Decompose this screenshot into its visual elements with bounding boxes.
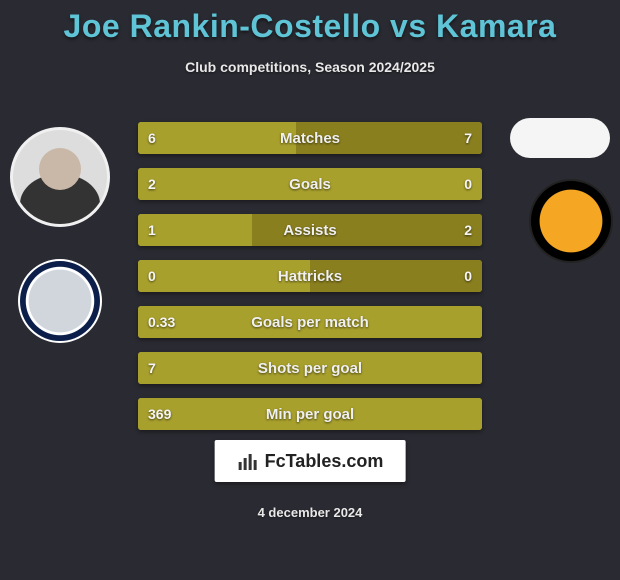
subtitle: Club competitions, Season 2024/2025 xyxy=(0,59,620,75)
stat-value-left: 7 xyxy=(148,352,156,384)
brand-text: FcTables.com xyxy=(265,451,384,472)
stat-value-right: 0 xyxy=(464,260,472,292)
date-label: 4 december 2024 xyxy=(0,505,620,520)
brand-box[interactable]: FcTables.com xyxy=(215,440,406,482)
player-right-avatar xyxy=(510,118,610,158)
stat-label: Assists xyxy=(138,214,482,246)
stat-label: Shots per goal xyxy=(138,352,482,384)
stats-bars: Matches67Goals20Assists12Hattricks00Goal… xyxy=(138,122,482,444)
stat-row: Goals per match0.33 xyxy=(138,306,482,338)
club-right-badge xyxy=(529,179,613,263)
stat-row: Hattricks0 0 xyxy=(138,260,482,292)
stat-row: Matches6 7 xyxy=(138,122,482,154)
stat-value-left: 0 xyxy=(148,260,156,292)
stat-row: Min per goal369 xyxy=(138,398,482,430)
stat-value-left: 0.33 xyxy=(148,306,175,338)
stat-label: Matches xyxy=(138,122,482,154)
stat-value-right: 7 xyxy=(464,122,472,154)
stat-value-left: 2 xyxy=(148,168,156,200)
stat-label: Goals per match xyxy=(138,306,482,338)
stat-row: Assists1 2 xyxy=(138,214,482,246)
stat-label: Min per goal xyxy=(138,398,482,430)
stat-value-left: 6 xyxy=(148,122,156,154)
stat-label: Goals xyxy=(138,168,482,200)
stat-value-left: 1 xyxy=(148,214,156,246)
brand-logo-icon xyxy=(237,450,259,472)
club-left-badge xyxy=(18,259,102,343)
stat-value-right: 0 xyxy=(464,168,472,200)
stat-label: Hattricks xyxy=(138,260,482,292)
player-left-avatar xyxy=(10,127,110,227)
stat-row: Goals2 0 xyxy=(138,168,482,200)
stat-value-right: 2 xyxy=(464,214,472,246)
stat-row: Shots per goal7 xyxy=(138,352,482,384)
stat-value-left: 369 xyxy=(148,398,171,430)
page-title: Joe Rankin-Costello vs Kamara xyxy=(0,0,620,45)
